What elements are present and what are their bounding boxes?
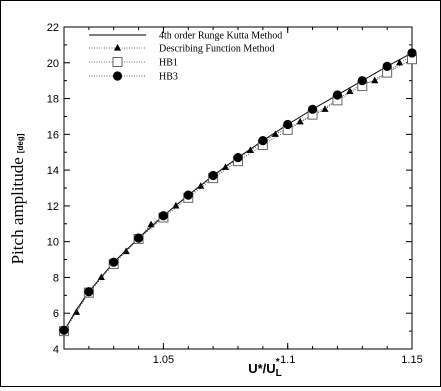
circle-marker (332, 90, 343, 100)
legend: 4th order Runge Kutta Method Describing F… (89, 31, 282, 83)
circle-marker (307, 104, 318, 114)
x-axis-label-main: U*/U (248, 361, 275, 376)
y-tick-label: 10 (47, 237, 59, 249)
x-axis-label-superscript: * (276, 357, 280, 368)
y-axis-label-main: Pitch amplitude (8, 157, 27, 264)
y-axis-label: Pitch amplitude [deg] (8, 133, 27, 264)
y-tick-label: 6 (53, 308, 59, 320)
circle-marker (258, 135, 268, 146)
circle-marker (382, 61, 392, 71)
circle-marker (357, 76, 367, 86)
legend-label: HB1 (159, 58, 178, 69)
triangle-marker (395, 58, 404, 66)
legend-label: HB3 (159, 72, 178, 83)
triangle-marker (371, 76, 379, 84)
triangle-marker (271, 130, 279, 137)
circle-marker (233, 152, 243, 163)
x-tick-label: 1.15 (401, 354, 422, 366)
series-line (63, 56, 413, 332)
triangle-marker (296, 117, 304, 125)
y-axis-label-unit: [deg] (16, 133, 25, 153)
legend-label: Describing Function Method (159, 44, 275, 55)
triangle-marker (172, 201, 180, 209)
triangle-marker (321, 105, 329, 112)
legend-label: 4th order Runge Kutta Method (159, 31, 282, 42)
circle-marker (407, 48, 417, 58)
series-4 (59, 48, 417, 335)
circle-marker (109, 257, 119, 267)
series-3 (59, 54, 417, 337)
x-tick-label: 1.05 (153, 354, 174, 366)
y-tick-label: 20 (47, 58, 59, 70)
circle-marker (158, 211, 169, 221)
circle-marker (208, 170, 218, 181)
triangle-marker (113, 44, 122, 51)
y-tick-label: 18 (47, 94, 59, 106)
circle-marker (59, 325, 69, 335)
circle-marker (133, 233, 144, 243)
triangle-marker (122, 247, 130, 255)
series-line (63, 58, 413, 332)
y-tick-label: 12 (47, 201, 59, 213)
series-line (63, 52, 413, 332)
x-tick-label: 1.1 (280, 354, 295, 366)
axes: 4 6 8 10 12 14 16 18 20 22 1.05 1.1 1.15 (47, 22, 423, 366)
y-tick-label: 4 (53, 344, 59, 356)
square-marker (112, 57, 123, 67)
circle-marker (112, 71, 123, 81)
series-line (63, 52, 413, 331)
y-tick-label: 16 (47, 129, 59, 141)
x-axis-label-subscript: L (276, 368, 282, 379)
y-tick-label: 22 (47, 22, 59, 34)
triangle-marker (346, 87, 354, 94)
triangle-marker (246, 146, 255, 154)
y-tick-label: 14 (47, 165, 59, 177)
x-axis-label: U*/UL* (248, 357, 282, 379)
circle-marker (283, 119, 293, 130)
circle-marker (183, 190, 193, 200)
series-2 (60, 52, 416, 334)
series-1 (63, 52, 413, 332)
circle-marker (84, 287, 94, 297)
y-tick-label: 8 (53, 272, 59, 284)
series-layer (59, 48, 417, 337)
